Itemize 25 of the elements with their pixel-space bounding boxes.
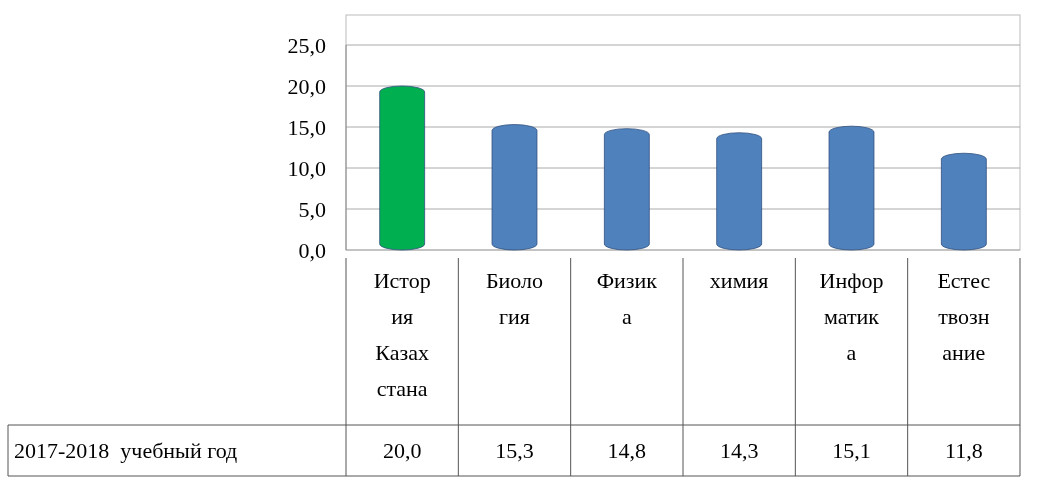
- x-tick-label: Естествознание: [937, 268, 991, 365]
- x-tick-label: химия: [709, 268, 769, 293]
- y-tick-label: 25,0: [287, 32, 326, 58]
- data-label: 14,8: [607, 438, 647, 464]
- y-tick-label: 15,0: [287, 114, 326, 140]
- x-tick-label: Биология: [485, 268, 544, 329]
- x-tick-label: История Казахстана: [373, 268, 431, 401]
- data-label: 15,1: [832, 438, 871, 464]
- y-tick-label: 0,0: [298, 237, 326, 263]
- y-tick-label: 10,0: [287, 155, 326, 181]
- x-tick-label: Физика: [596, 268, 658, 329]
- x-tick-label: Информатика: [819, 268, 884, 365]
- text: 2017-2018 учебный год: [14, 438, 238, 464]
- y-tick-label: 20,0: [287, 73, 326, 99]
- bar: [828, 125, 875, 251]
- bar: [940, 152, 987, 251]
- bar: [603, 128, 650, 251]
- data-label: 15,3: [495, 438, 534, 464]
- bar: [379, 85, 426, 251]
- bar: [491, 124, 538, 251]
- data-label: 11,8: [944, 438, 983, 464]
- data-label: 14,3: [719, 438, 759, 464]
- y-tick-label: 5,0: [298, 196, 326, 222]
- data-label: 20,0: [382, 438, 422, 464]
- bar: [716, 132, 763, 251]
